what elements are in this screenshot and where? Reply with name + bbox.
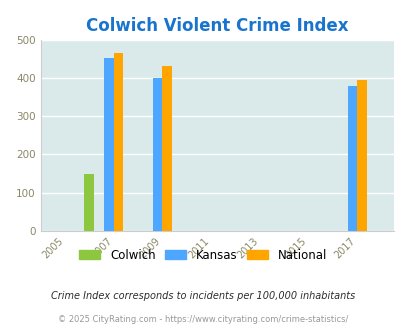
Legend: Colwich, Kansas, National: Colwich, Kansas, National [74,244,331,266]
Text: Crime Index corresponds to incidents per 100,000 inhabitants: Crime Index corresponds to incidents per… [51,291,354,301]
Bar [356,80,366,231]
Title: Colwich Violent Crime Index: Colwich Violent Crime Index [86,17,347,35]
Bar [113,53,123,231]
Bar [84,174,94,231]
Text: © 2025 CityRating.com - https://www.cityrating.com/crime-statistics/: © 2025 CityRating.com - https://www.city… [58,315,347,324]
Bar [347,85,356,231]
Bar [162,66,172,231]
Bar [104,58,113,231]
Bar [152,78,162,231]
